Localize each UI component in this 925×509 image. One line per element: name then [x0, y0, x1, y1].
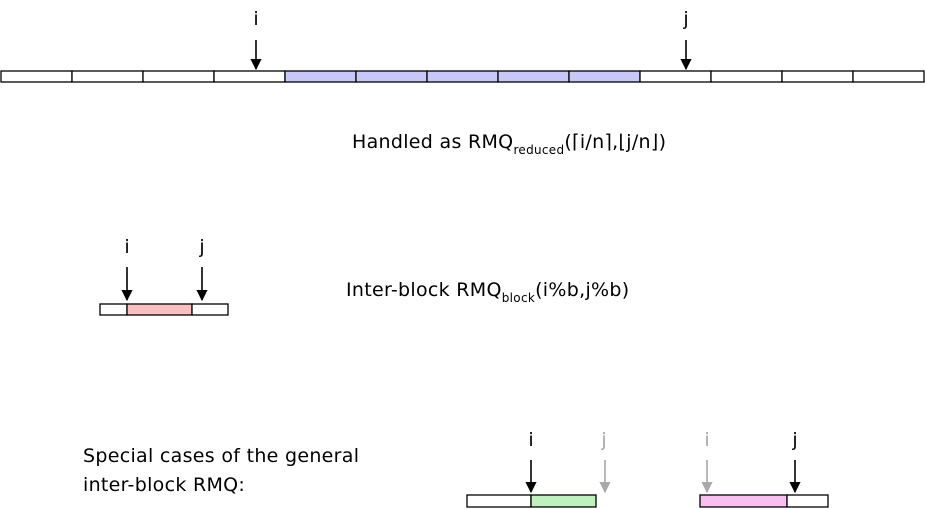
inter-block-caption-subscript: block — [502, 291, 535, 305]
inter-i-label: i — [124, 236, 129, 258]
array-cell-highlighted — [426, 70, 499, 83]
reduced-caption-args: (⌈i/n⌉,⌊j/n⌋) — [564, 131, 666, 153]
case-a-segment-green — [530, 494, 597, 508]
array-cell — [71, 70, 144, 83]
top-array — [0, 70, 925, 83]
array-cell-highlighted — [568, 70, 641, 83]
case-b-segment-pink — [699, 494, 788, 508]
array-cell-highlighted — [355, 70, 428, 83]
special-case-a-array — [466, 494, 597, 508]
case-b-i-ghost-label: i — [704, 429, 709, 451]
block-segment-white — [191, 303, 229, 316]
case-a-j-ghost-label: j — [600, 429, 606, 451]
array-cell — [710, 70, 783, 83]
case-a-i-label: i — [528, 429, 533, 451]
inter-block-caption-args: (i%b,j%b) — [535, 279, 629, 301]
reduced-caption-prefix: Handled as RMQ — [352, 131, 513, 153]
array-cell — [142, 70, 215, 83]
top-j-label: j — [682, 8, 688, 30]
case-b-j-label: j — [791, 429, 797, 451]
special-case-b-array — [699, 494, 829, 508]
array-cell — [0, 70, 73, 83]
case-b-segment-white — [786, 494, 829, 508]
inter-j-label: j — [198, 236, 204, 258]
block-segment-white — [99, 303, 128, 316]
inter-block-array — [99, 303, 229, 316]
inter-block-caption-prefix: Inter-block RMQ — [346, 279, 502, 301]
array-cell — [852, 70, 925, 83]
reduced-caption-subscript: reduced — [513, 143, 564, 157]
array-cell — [639, 70, 712, 83]
array-cell-highlighted — [284, 70, 357, 83]
array-cell — [213, 70, 286, 83]
block-segment-red — [126, 303, 193, 316]
array-cell-highlighted — [497, 70, 570, 83]
array-cell — [781, 70, 854, 83]
reduced-caption: Handled as RMQreduced(⌈i/n⌉,⌊j/n⌋) — [352, 131, 666, 157]
inter-block-caption: Inter-block RMQblock(i%b,j%b) — [346, 279, 629, 305]
special-cases-line1: Special cases of the general — [83, 445, 359, 467]
special-cases-line2: inter-block RMQ: — [83, 474, 245, 496]
top-i-label: i — [253, 8, 258, 30]
case-a-segment-white — [466, 494, 532, 508]
